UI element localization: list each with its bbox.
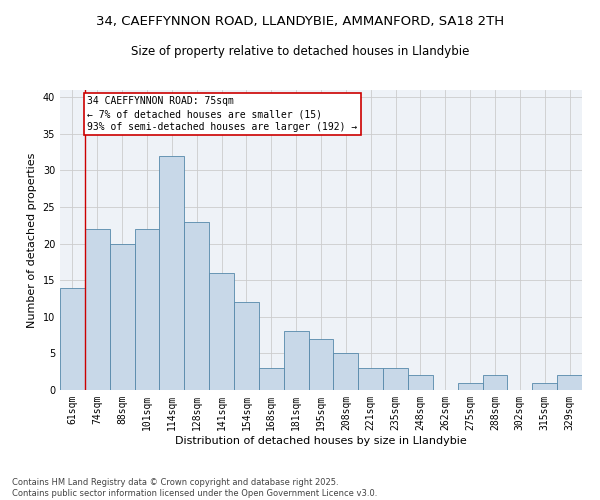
- Bar: [234, 302, 259, 390]
- Text: Contains HM Land Registry data © Crown copyright and database right 2025.
Contai: Contains HM Land Registry data © Crown c…: [12, 478, 377, 498]
- Bar: [482, 376, 508, 390]
- Bar: [308, 339, 334, 390]
- Bar: [160, 156, 184, 390]
- Bar: [85, 229, 110, 390]
- Y-axis label: Number of detached properties: Number of detached properties: [27, 152, 37, 328]
- Bar: [284, 332, 308, 390]
- Bar: [358, 368, 383, 390]
- Bar: [557, 376, 582, 390]
- Bar: [383, 368, 408, 390]
- Bar: [60, 288, 85, 390]
- Text: 34 CAEFFYNNON ROAD: 75sqm
← 7% of detached houses are smaller (15)
93% of semi-d: 34 CAEFFYNNON ROAD: 75sqm ← 7% of detach…: [88, 96, 358, 132]
- Bar: [334, 354, 358, 390]
- Text: 34, CAEFFYNNON ROAD, LLANDYBIE, AMMANFORD, SA18 2TH: 34, CAEFFYNNON ROAD, LLANDYBIE, AMMANFOR…: [96, 15, 504, 28]
- Bar: [408, 376, 433, 390]
- X-axis label: Distribution of detached houses by size in Llandybie: Distribution of detached houses by size …: [175, 436, 467, 446]
- Bar: [209, 273, 234, 390]
- Bar: [458, 382, 482, 390]
- Bar: [184, 222, 209, 390]
- Bar: [532, 382, 557, 390]
- Bar: [134, 229, 160, 390]
- Text: Size of property relative to detached houses in Llandybie: Size of property relative to detached ho…: [131, 45, 469, 58]
- Bar: [110, 244, 134, 390]
- Bar: [259, 368, 284, 390]
